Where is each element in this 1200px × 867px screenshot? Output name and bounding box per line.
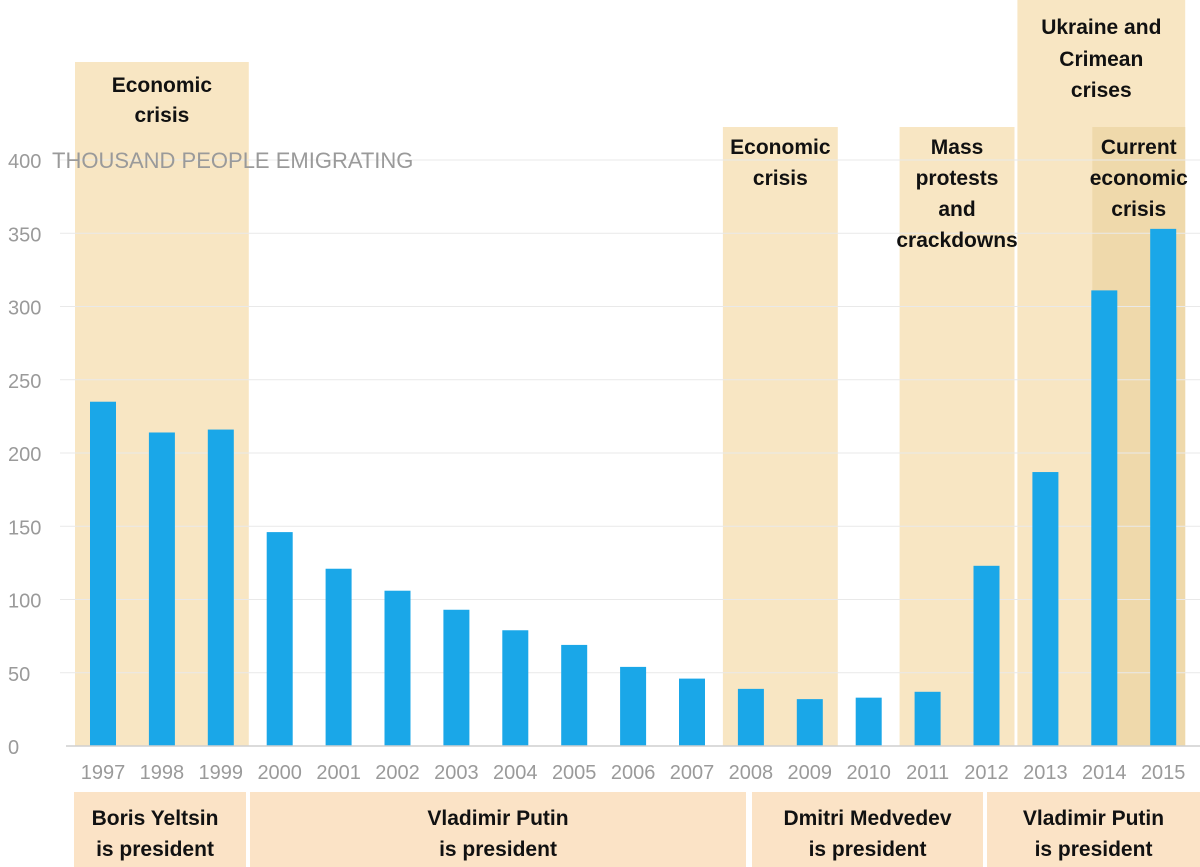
y-tick-label: 100 [8, 591, 41, 613]
x-tick-label: 2001 [316, 762, 361, 784]
y-tick-label: 350 [8, 224, 41, 246]
x-tick-label: 1999 [199, 762, 244, 784]
y-tick-label: 300 [8, 298, 41, 320]
bar-2011 [914, 691, 941, 746]
event-label: crisis [753, 167, 808, 190]
bar-2010 [855, 697, 882, 746]
bar-2006 [620, 666, 647, 746]
president-bands: Boris Yeltsin is president Vladimir Putin i… [74, 792, 1200, 867]
president-label: Vladimir Putin [1023, 807, 1164, 830]
event-label: crises [1071, 79, 1132, 102]
x-tick-label: 2012 [964, 762, 1009, 784]
x-tick-label: 2014 [1082, 762, 1127, 784]
y-tick-label: 200 [8, 444, 41, 466]
bar-1997 [90, 401, 116, 746]
x-tick-label: 2004 [493, 762, 538, 784]
event-label: and [938, 198, 975, 221]
president-band [250, 792, 746, 867]
event-label: Mass [931, 136, 984, 159]
event-label: Ukraine and [1041, 16, 1161, 39]
bar-2003 [443, 609, 470, 746]
y-tick-label: 250 [8, 371, 41, 393]
bar-2014 [1091, 290, 1118, 746]
event-label: Crimean [1059, 48, 1143, 71]
president-band [74, 792, 246, 867]
event-label: crisis [134, 104, 189, 127]
event-label: Economic [112, 74, 213, 97]
bar-2008 [737, 688, 764, 746]
x-tick-label: 1997 [81, 762, 126, 784]
bar-2015 [1150, 228, 1177, 747]
event-label: economic [1090, 167, 1188, 190]
x-tick-label: 2008 [729, 762, 774, 784]
y-tick-label: 150 [8, 517, 41, 539]
x-tick-label: 2005 [552, 762, 597, 784]
x-tick-label: 2013 [1023, 762, 1068, 784]
annotation-labels: Economic crisis Economic crisis Mass protests… [112, 16, 1188, 252]
bar-2002 [384, 590, 411, 746]
president-label: is president [96, 838, 214, 861]
bar-2001 [325, 568, 352, 746]
president-band [987, 792, 1200, 867]
x-tick-label: 2015 [1141, 762, 1186, 784]
y-tick-label: 400 [8, 151, 41, 173]
y-tick-label: 0 [8, 737, 19, 759]
event-band [722, 127, 838, 746]
bar-2009 [796, 699, 823, 746]
event-label: protests [916, 167, 999, 190]
president-label: is president [439, 838, 557, 861]
x-tick-label: 2000 [257, 762, 302, 784]
president-label: Vladimir Putin [427, 807, 568, 830]
x-tick-label: 2011 [906, 762, 949, 784]
president-label: is president [1035, 838, 1153, 861]
event-label: crisis [1111, 198, 1166, 221]
x-tick-label: 2003 [434, 762, 479, 784]
president-label: is president [809, 838, 927, 861]
bar-2000 [266, 532, 293, 746]
x-tick-label: 2010 [846, 762, 891, 784]
x-tick-label: 2006 [611, 762, 656, 784]
event-label: Economic [730, 136, 831, 159]
y-axis-unit-label: THOUSAND PEOPLE EMIGRATING [52, 148, 413, 173]
bar-1999 [207, 429, 234, 746]
president-label: Dmitri Medvedev [783, 807, 951, 830]
y-tick-label: 50 [8, 664, 30, 686]
x-tick-label: 2002 [375, 762, 420, 784]
bar-2007 [679, 678, 705, 746]
bar-1998 [148, 432, 175, 746]
event-label: Current [1101, 136, 1177, 159]
bar-2004 [502, 630, 529, 746]
x-tick-label: 2009 [788, 762, 833, 784]
event-bands [75, 0, 1186, 746]
x-tick-label: 2007 [670, 762, 715, 784]
x-tick-label: 1998 [140, 762, 185, 784]
bar-2013 [1032, 472, 1059, 746]
president-band [752, 792, 983, 867]
event-label: crackdowns [896, 229, 1017, 252]
president-label: Boris Yeltsin [92, 807, 219, 830]
bars [90, 228, 1177, 747]
bar-2012 [973, 565, 1000, 746]
bar-2005 [561, 644, 588, 746]
axes: 0 50 100 150 200 250 300 350 400 THOUSAND PEOPLE … [8, 148, 1200, 784]
